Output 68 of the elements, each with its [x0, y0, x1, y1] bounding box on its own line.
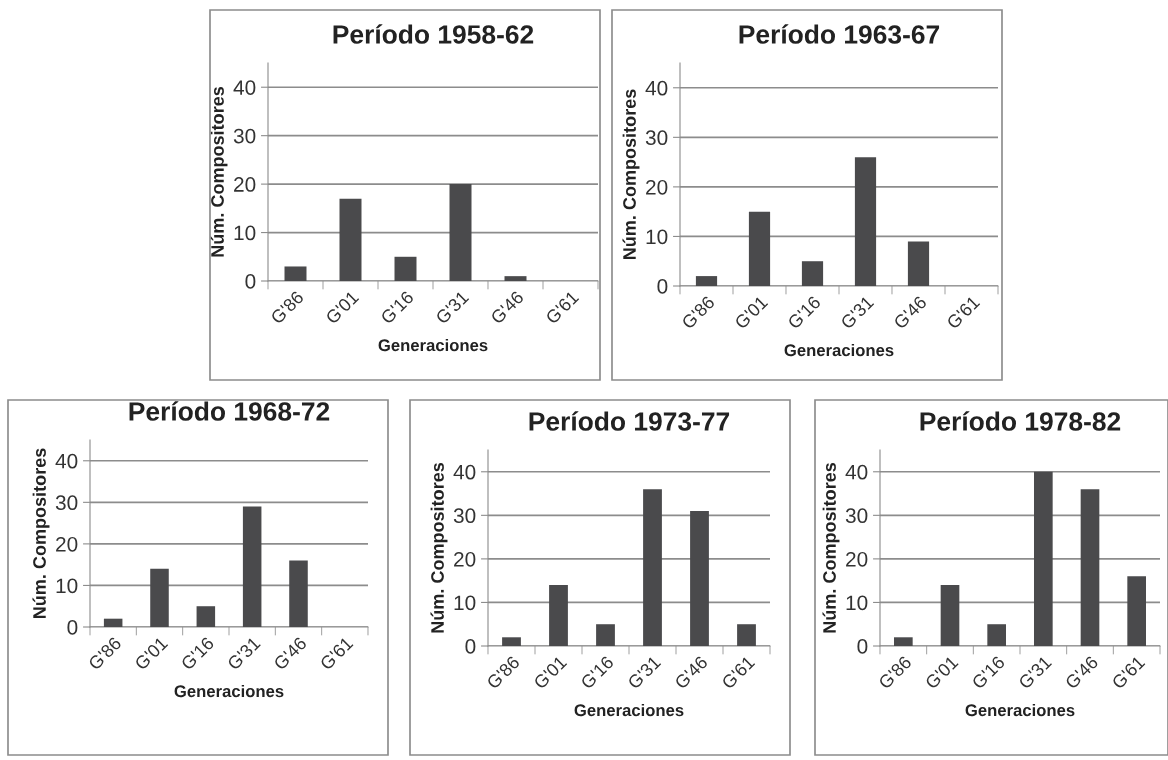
y-tick-label: 10	[646, 229, 668, 245]
bar	[643, 489, 662, 646]
bar	[103, 618, 123, 627]
bar	[339, 198, 362, 281]
y-tick-label: 20	[234, 177, 256, 192]
y-tick-label: 30	[845, 508, 868, 524]
y-tick-label: 30	[55, 495, 78, 511]
y-tick-label: 10	[56, 578, 78, 594]
bar	[289, 560, 308, 627]
y-axis-title: Núm. Compositores	[622, 89, 640, 260]
y-tick-label: 30	[233, 128, 256, 144]
y-tick-label: 10	[846, 595, 868, 611]
bar	[549, 585, 568, 646]
y-tick-label: 30	[453, 508, 476, 524]
bar	[150, 568, 169, 627]
bar	[284, 266, 307, 281]
bar	[449, 184, 472, 281]
y-tick-label: 40	[845, 464, 868, 480]
bar	[854, 157, 877, 286]
y-tick-label: 40	[453, 464, 476, 480]
bar	[894, 637, 913, 646]
y-tick-label: 40	[645, 80, 668, 96]
bar	[394, 256, 417, 281]
x-tick-label: G'31	[1017, 655, 1053, 690]
bar	[1080, 489, 1100, 646]
bar	[1034, 471, 1053, 646]
chart-title: Período 1963-67	[739, 24, 940, 44]
y-tick-label: 40	[233, 80, 256, 95]
chart-title: Período 1958-62	[333, 24, 534, 44]
y-tick-label: 0	[245, 274, 256, 289]
bar	[695, 276, 718, 286]
bar	[737, 624, 756, 646]
y-axis-title: Núm. Compositores	[32, 448, 50, 619]
y-tick-label: 20	[56, 536, 78, 552]
y-tick-label: 0	[657, 279, 668, 294]
bar	[502, 637, 521, 646]
bar	[504, 276, 527, 281]
y-tick-label: 10	[454, 595, 476, 611]
y-tick-label: 0	[857, 639, 868, 654]
y-tick-label: 0	[67, 620, 78, 635]
bar	[242, 506, 262, 627]
x-axis-title: Generaciones	[174, 684, 284, 698]
bar	[987, 624, 1006, 646]
x-axis-title: Generaciones	[574, 703, 684, 717]
bar	[196, 606, 216, 627]
x-axis-title: Generaciones	[378, 338, 488, 352]
bar	[690, 510, 709, 646]
y-tick-label: 0	[465, 639, 476, 654]
chart-title: Período 1978-82	[920, 411, 1121, 431]
bar	[801, 261, 824, 286]
x-axis-title: Generaciones	[784, 343, 894, 357]
bar	[1127, 576, 1146, 646]
y-tick-label: 30	[645, 130, 668, 146]
y-tick-label: 20	[846, 551, 868, 567]
y-tick-label: 20	[646, 179, 668, 195]
bar	[748, 211, 771, 286]
y-axis-title: Núm. Compositores	[430, 462, 448, 633]
y-tick-label: 40	[55, 453, 78, 469]
y-tick-label: 20	[454, 551, 476, 567]
chart-title: Período 1973-77	[529, 411, 730, 431]
y-axis-title: Núm. Compositores	[822, 462, 840, 633]
bar	[596, 624, 615, 646]
y-axis-title: Núm. Compositores	[210, 86, 228, 257]
bar	[940, 585, 960, 646]
chart-title: Período 1968-72	[129, 401, 330, 421]
bar	[907, 241, 930, 286]
x-axis-title: Generaciones	[965, 703, 1075, 717]
y-tick-label: 10	[234, 225, 256, 241]
